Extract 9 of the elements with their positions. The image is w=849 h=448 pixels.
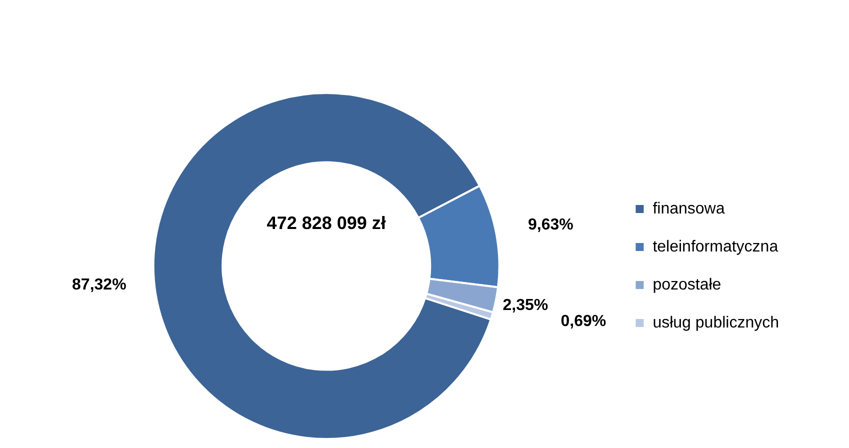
- legend-label: usług publicznych: [652, 314, 779, 332]
- data-label: 0,69%: [560, 313, 606, 330]
- data-label: 87,32%: [72, 276, 126, 294]
- legend-label: pozostałe: [652, 276, 722, 294]
- text: 472 828 099 zł: [266, 212, 386, 233]
- data-label: 9,63%: [528, 216, 574, 234]
- legend-label: teleinformatyczna: [652, 238, 778, 256]
- legend-label: finansowa: [652, 200, 725, 218]
- data-label: 2,35%: [502, 297, 548, 314]
